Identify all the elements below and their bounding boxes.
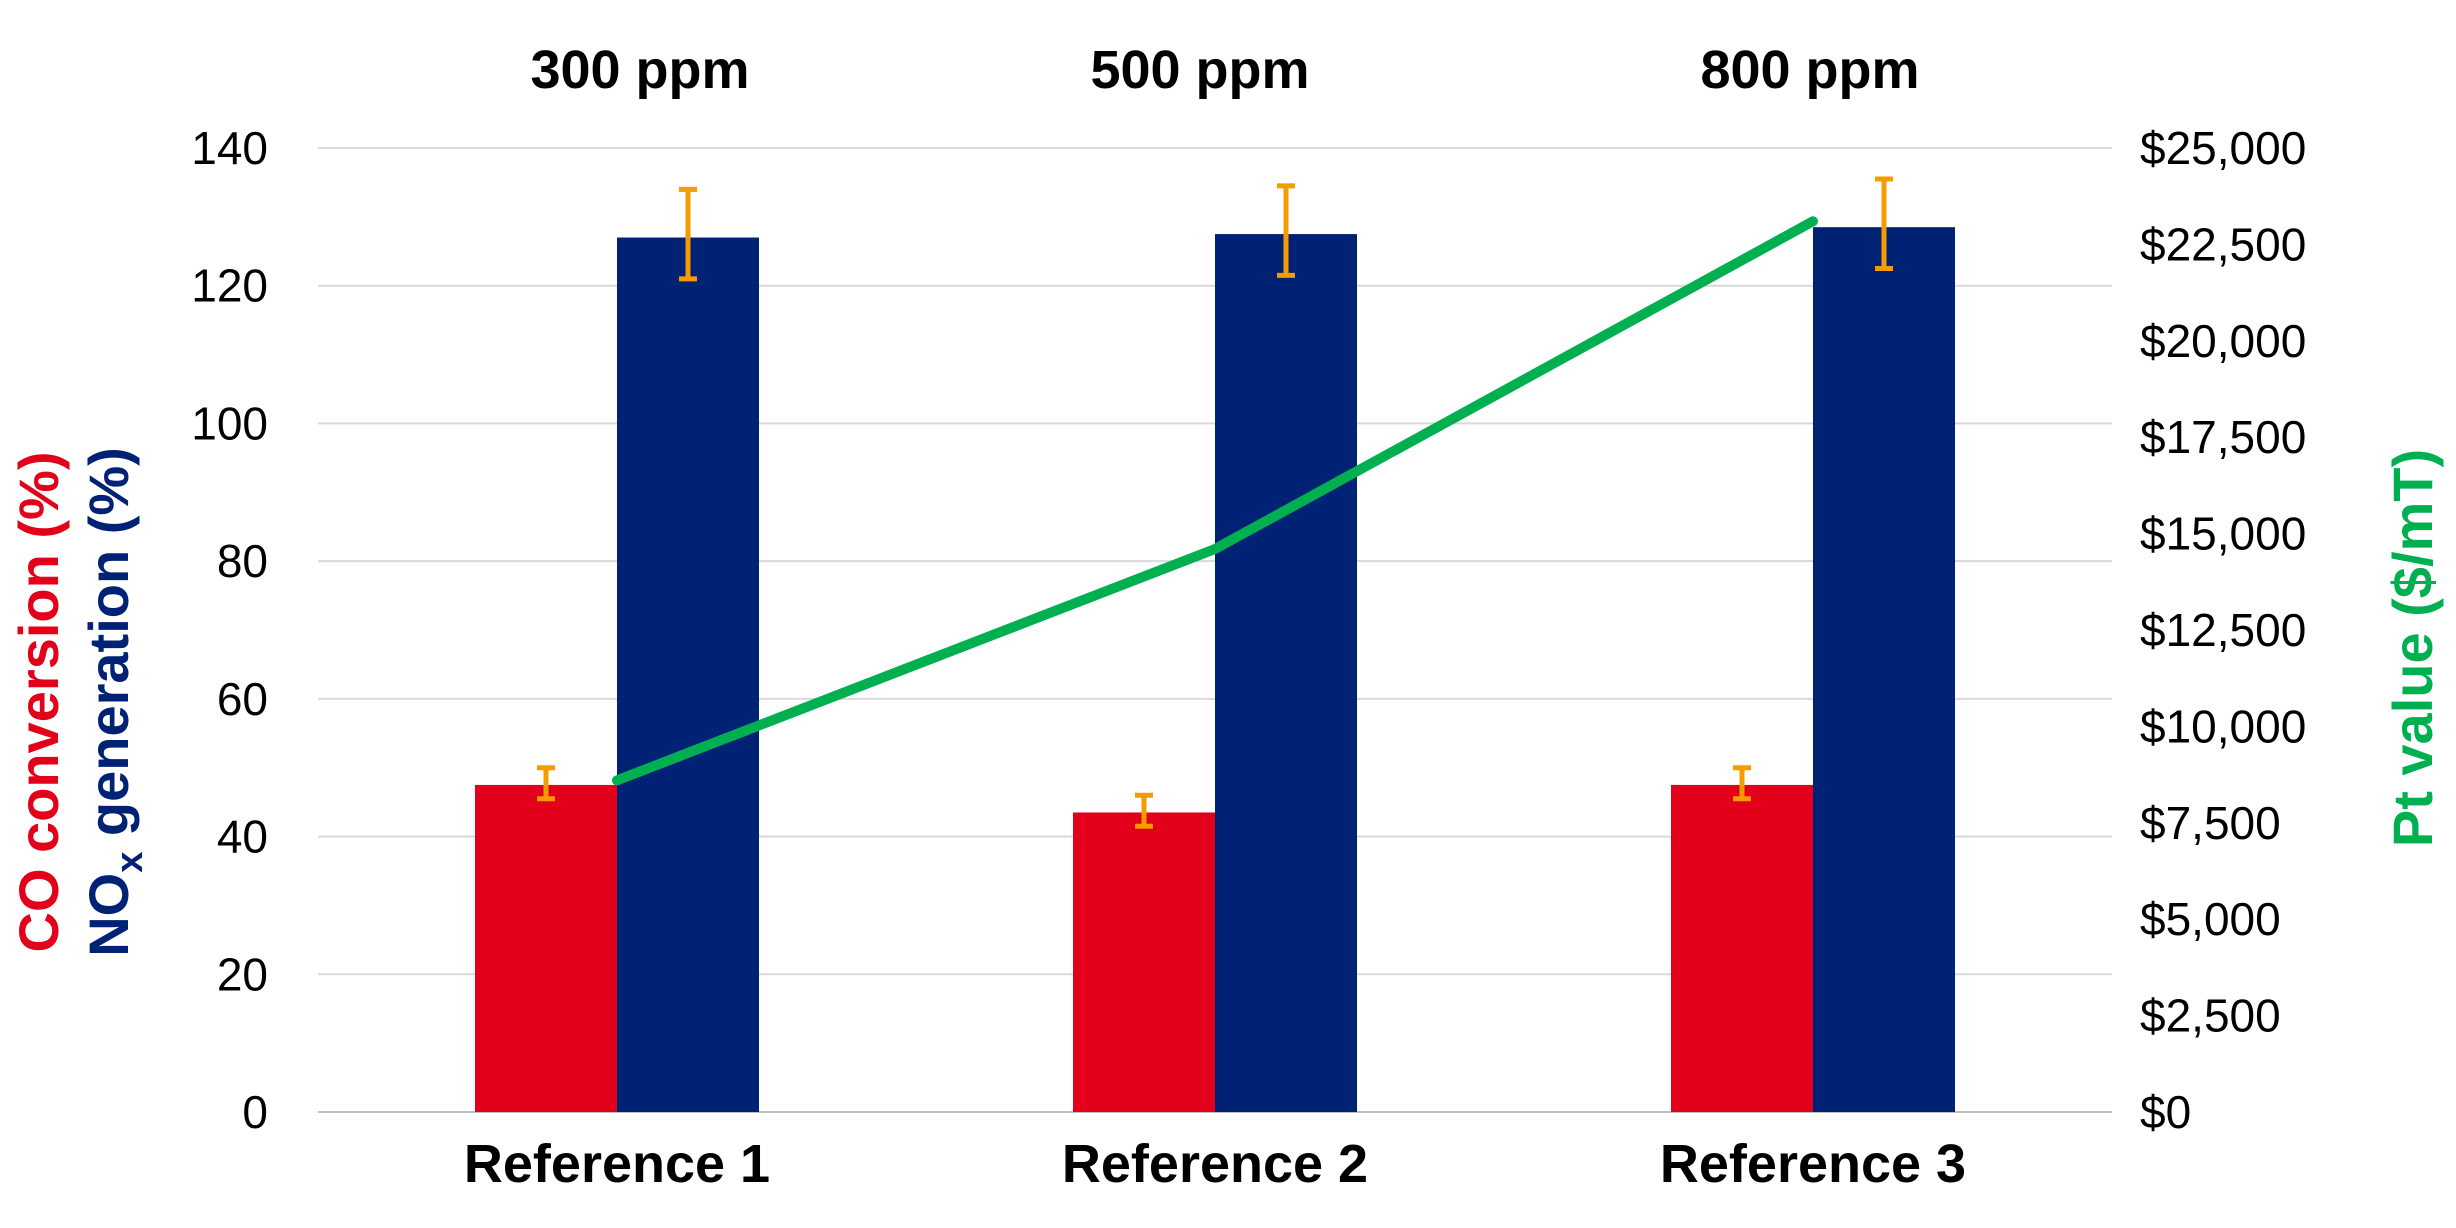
left-tick-label: 100	[191, 397, 268, 449]
left-axis-title: CO conversion (%)	[7, 452, 70, 953]
right-tick-label: $5,000	[2140, 893, 2281, 945]
left-tick-label: 20	[217, 948, 268, 1000]
category-labels: Reference 1 Reference 2 Reference 3	[464, 1134, 1966, 1194]
left-tick-label: 80	[217, 535, 268, 587]
error-bar	[1277, 183, 1295, 278]
bar-co-conversion	[1073, 812, 1215, 1112]
ppm-annotations: 300 ppm 500 ppm 800 ppm	[530, 40, 1919, 100]
left-tick-label: 0	[242, 1086, 268, 1138]
price-line	[612, 216, 1818, 786]
left-axis-title-co: CO conversion (%)	[7, 452, 70, 953]
category-label: Reference 3	[1660, 1134, 1966, 1194]
error-bars	[537, 176, 1893, 829]
category-label: Reference 2	[1062, 1134, 1368, 1194]
left-axis-ticks: 0 20 40 60 80 100 120 140	[191, 122, 268, 1138]
ppm-label: 800 ppm	[1700, 40, 1919, 100]
bar-nox-generation	[1215, 234, 1357, 1113]
right-tick-label: $0	[2140, 1086, 2191, 1138]
bar-co-conversion	[1671, 784, 1813, 1112]
left-tick-label: 140	[191, 122, 268, 174]
nox-base: NO	[77, 873, 140, 957]
bar-co-conversion	[475, 784, 617, 1112]
right-tick-label: $7,500	[2140, 797, 2281, 849]
error-bar	[679, 186, 697, 282]
left-tick-label: 60	[217, 673, 268, 725]
bar-nox-generation	[1813, 227, 1955, 1112]
pt-value-line	[612, 216, 1818, 786]
error-bar	[1875, 176, 1893, 271]
right-tick-label: $15,000	[2140, 508, 2306, 560]
left-tick-label: 120	[191, 260, 268, 312]
bar-nox-generation	[617, 237, 759, 1112]
left-axis-title-nox: NOx generation (%)	[77, 447, 151, 957]
right-tick-label: $2,500	[2140, 990, 2281, 1042]
right-axis-title: Pt value ($/mT)	[2381, 449, 2444, 847]
right-tick-label: $17,500	[2140, 411, 2306, 463]
ppm-label: 500 ppm	[1090, 40, 1309, 100]
error-bar	[537, 765, 555, 802]
right-axis-ticks: $0 $2,500 $5,000 $7,500 $10,000 $12,500 $15,00…	[2140, 122, 2306, 1138]
bars	[475, 227, 1955, 1113]
category-label: Reference 1	[464, 1134, 770, 1194]
left-axis-title-nox-group: NOx generation (%)	[77, 447, 151, 957]
right-tick-label: $25,000	[2140, 122, 2306, 174]
error-bar	[1733, 765, 1751, 802]
right-tick-label: $22,500	[2140, 218, 2306, 270]
right-axis-title-group: Pt value ($/mT)	[2381, 449, 2444, 847]
right-tick-label: $12,500	[2140, 604, 2306, 656]
right-tick-label: $10,000	[2140, 700, 2306, 752]
nox-rest: generation (%)	[77, 447, 140, 851]
ppm-label: 300 ppm	[530, 40, 749, 100]
left-tick-label: 40	[217, 811, 268, 863]
nox-subscript: x	[109, 852, 151, 873]
error-bar	[1135, 792, 1153, 829]
right-tick-label: $20,000	[2140, 315, 2306, 367]
